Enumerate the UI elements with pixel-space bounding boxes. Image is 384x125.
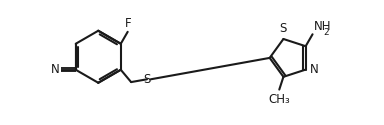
Text: F: F — [125, 17, 132, 30]
Text: N: N — [51, 63, 60, 76]
Text: CH₃: CH₃ — [268, 93, 290, 106]
Text: N: N — [310, 64, 318, 76]
Text: NH: NH — [314, 20, 331, 33]
Text: 2: 2 — [323, 28, 329, 37]
Text: S: S — [144, 73, 151, 86]
Text: S: S — [279, 22, 287, 35]
